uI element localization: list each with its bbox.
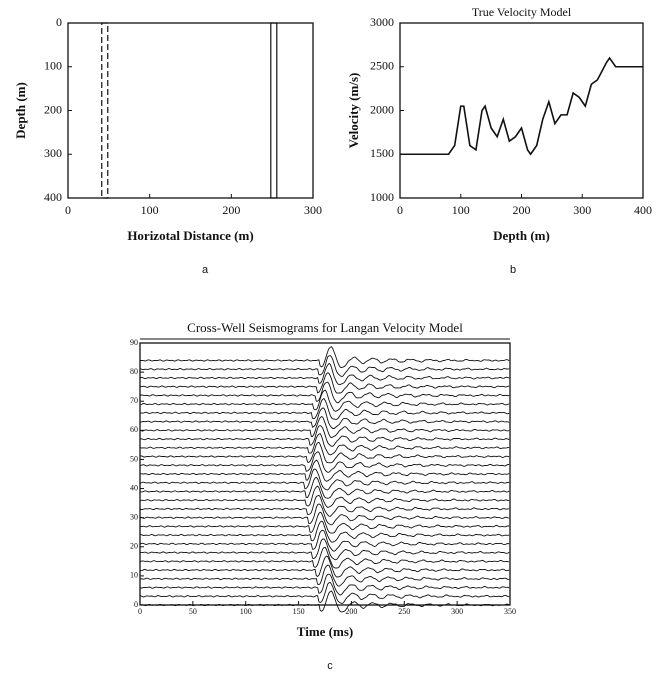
seismic-trace <box>139 538 510 561</box>
x-tick-label: 100 <box>240 607 252 616</box>
panel-caption: b <box>510 264 516 276</box>
x-tick-label: 300 <box>573 203 591 217</box>
y-tick-label: 1500 <box>370 146 394 160</box>
seismic-trace <box>139 546 510 569</box>
seismic-trace <box>139 590 510 613</box>
x-tick-label: 300 <box>304 203 322 217</box>
y-tick-label: 100 <box>44 59 62 73</box>
seismic-trace <box>139 476 510 499</box>
x-axis-label: Time (ms) <box>297 624 353 639</box>
y-axis-label: Velocity (m/s) <box>346 73 361 149</box>
y-tick-label: 20 <box>130 542 138 551</box>
y-tick-label: 400 <box>44 190 62 204</box>
y-tick-label: 1000 <box>370 190 394 204</box>
y-tick-label: 90 <box>130 338 138 347</box>
y-tick-label: 70 <box>130 396 138 405</box>
seismic-trace <box>139 441 510 464</box>
x-tick-label: 0 <box>138 607 142 616</box>
y-tick-label: 2000 <box>370 102 394 116</box>
y-tick-label: 40 <box>130 483 138 492</box>
x-tick-label: 200 <box>513 203 531 217</box>
y-tick-label: 50 <box>130 454 138 463</box>
well <box>101 22 109 199</box>
plot-frame <box>399 22 644 199</box>
seismic-trace <box>139 433 510 456</box>
seismic-trace <box>139 582 510 604</box>
seismic-trace <box>139 511 510 534</box>
y-tick-label: 200 <box>44 102 62 116</box>
seismic-trace <box>139 459 510 482</box>
seismic-trace <box>139 389 510 412</box>
seismic-trace <box>139 468 510 491</box>
x-tick-label: 200 <box>345 607 357 616</box>
y-tick-label: 60 <box>130 425 138 434</box>
y-tick-label: 300 <box>44 146 62 160</box>
y-tick-label: 0 <box>56 15 62 29</box>
x-tick-label: 150 <box>293 607 305 616</box>
x-tick-label: 50 <box>189 607 197 616</box>
y-tick-label: 2500 <box>370 59 394 73</box>
seismic-trace <box>139 355 510 377</box>
x-tick-label: 200 <box>222 203 240 217</box>
seismic-trace <box>139 398 510 420</box>
y-tick-label: 3000 <box>370 15 394 29</box>
panel-caption: a <box>202 264 209 276</box>
y-tick-label: 80 <box>130 367 138 376</box>
seismic-trace <box>139 372 510 394</box>
x-tick-label: 0 <box>65 203 71 217</box>
y-tick-label: 30 <box>130 512 138 521</box>
seismic-trace <box>139 451 510 473</box>
x-axis-label: Horizotal Distance (m) <box>127 228 253 243</box>
seismic-trace <box>139 564 510 587</box>
panel-caption: c <box>327 660 333 672</box>
x-tick-label: 400 <box>634 203 652 217</box>
y-tick-label: 0 <box>134 600 138 609</box>
seismic-trace <box>140 503 510 526</box>
seismic-trace <box>139 529 510 552</box>
chart-title: True Velocity Model <box>472 5 572 19</box>
x-tick-label: 100 <box>452 203 470 217</box>
seismic-trace <box>139 494 510 517</box>
x-axis-label: Depth (m) <box>493 228 550 243</box>
seismic-trace <box>139 381 510 404</box>
x-tick-label: 300 <box>451 607 463 616</box>
seismic-trace <box>139 416 510 439</box>
x-tick-label: 350 <box>504 607 516 616</box>
chart-title: Cross-Well Seismograms for Langan Veloci… <box>187 320 463 335</box>
seismic-trace <box>139 346 510 368</box>
y-tick-label: 10 <box>130 571 138 580</box>
x-tick-label: 0 <box>397 203 403 217</box>
y-axis-label: Depth (m) <box>13 82 28 139</box>
seismic-trace <box>139 485 510 508</box>
seismic-trace <box>139 520 510 543</box>
seismic-trace <box>139 362 510 386</box>
x-tick-label: 250 <box>398 607 410 616</box>
well <box>270 22 278 199</box>
velocity-line <box>400 56 643 156</box>
x-tick-label: 100 <box>141 203 159 217</box>
seismic-trace <box>139 573 510 596</box>
seismic-trace <box>139 555 510 578</box>
seismic-trace <box>139 407 510 429</box>
seismic-trace <box>139 425 510 447</box>
